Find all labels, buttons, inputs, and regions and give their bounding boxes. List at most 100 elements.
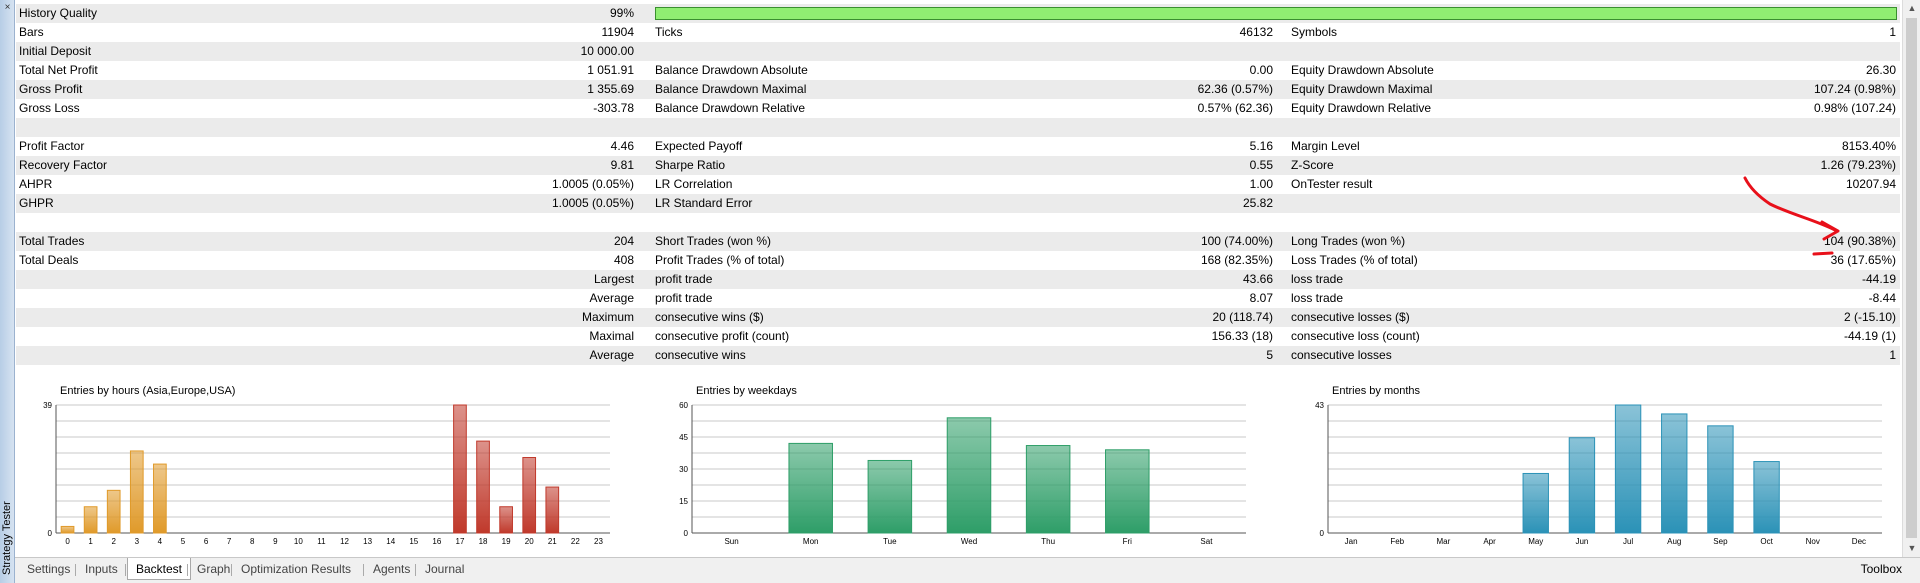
report-cell-c6: 8153.40% (1841, 139, 1896, 153)
x-tick-label: 13 (363, 537, 372, 546)
report-row: Gross Profit 1 355.69 Balance Drawdown Max… (16, 80, 1900, 99)
report-cell-c5: Equity Drawdown Absolute (1291, 63, 1434, 77)
report-cell-c2: 204 (613, 234, 634, 248)
report-cell-c3: Ticks (655, 25, 683, 39)
x-tick-label: Mon (803, 537, 819, 546)
report-cell-c3: Profit Trades (% of total) (655, 253, 785, 267)
report-cell-c5: consecutive loss (count) (1291, 329, 1420, 343)
report-cell-c4: 5 (1266, 348, 1273, 362)
bar-wed (946, 417, 992, 534)
x-tick-label: Thu (1041, 537, 1055, 546)
y-tick-label: 0 (48, 529, 53, 538)
bar-19 (499, 506, 513, 534)
report-cell-c1: Bars (19, 25, 44, 39)
scroll-up-icon[interactable]: ▲ (1907, 3, 1917, 13)
report-row: Profit Factor 4.46 Expected Payoff 5.16 Marg… (16, 137, 1900, 156)
report-cell-c3 (655, 213, 1095, 232)
report-cell-c2 (456, 118, 634, 137)
x-tick-label: 9 (273, 537, 278, 546)
bar-jul (1614, 404, 1642, 534)
backtest-report: History Quality 99% Bars 11904 Ticks 46132 Sym… (16, 4, 1900, 384)
strategy-tester-label: Strategy Tester (1, 501, 13, 575)
report-cell-c6: 107.24 (0.98%) (1813, 82, 1896, 96)
tab-separator (415, 564, 416, 576)
tab-settings[interactable]: Settings (27, 562, 71, 576)
report-cell-c6: 0.98% (107.24) (1813, 101, 1896, 115)
report-cell-c3: profit trade (655, 291, 713, 305)
bar-jun (1568, 437, 1596, 534)
report-cell-c3: Balance Drawdown Relative (655, 101, 806, 115)
report-cell-c6: 2 (-15.10) (1843, 310, 1896, 324)
report-row: GHPR 1.0005 (0.05%) LR Standard Error 25.82 (16, 194, 1900, 213)
x-tick-label: 8 (250, 537, 255, 546)
report-cell-c1 (19, 213, 459, 232)
report-cell-c3: LR Correlation (655, 177, 733, 191)
tab-separator (231, 564, 232, 576)
report-cell-c5: Equity Drawdown Maximal (1291, 82, 1433, 96)
tab-inputs[interactable]: Inputs (85, 562, 118, 576)
x-tick-label: 4 (158, 537, 163, 546)
x-tick-label: Sep (1713, 537, 1728, 546)
bar-18 (476, 440, 490, 534)
y-tick-label: 43 (1315, 401, 1324, 410)
bar-2 (106, 489, 121, 534)
report-row: Maximum consecutive wins ($) 20 (118.74) co… (16, 308, 1900, 327)
report-cell-c4: 43.66 (1242, 272, 1273, 286)
x-tick-label: Tue (883, 537, 897, 546)
report-cell-c6: -8.44 (1868, 291, 1896, 305)
x-tick-label: Sat (1200, 537, 1213, 546)
x-tick-label: Wed (961, 537, 977, 546)
y-tick-label: 39 (43, 401, 52, 410)
report-cell-c3: consecutive wins ($) (655, 310, 764, 324)
report-cell-c2: 1.0005 (0.05%) (551, 196, 634, 210)
report-cell-c4: 20 (118.74) (1212, 310, 1274, 324)
tab-optimization-results[interactable]: Optimization Results (241, 562, 352, 576)
bar-3 (129, 450, 144, 534)
bar-1 (83, 506, 98, 534)
tab-agents[interactable]: Agents (373, 562, 411, 576)
strategy-tester-side-strip: × Strategy Tester (0, 0, 15, 583)
report-row: Gross Loss -303.78 Balance Drawdown Relati… (16, 99, 1900, 118)
report-cell-c1 (19, 118, 459, 137)
x-tick-label: 16 (432, 537, 441, 546)
bar-tue (867, 459, 913, 534)
bar-mon (788, 442, 833, 534)
x-tick-label: Oct (1760, 537, 1773, 546)
report-cell-c3 (655, 365, 1095, 384)
x-tick-label: 6 (204, 537, 209, 546)
report-cell-c1: Gross Loss (19, 101, 80, 115)
vertical-scrollbar[interactable]: ▲ ▼ (1902, 0, 1920, 557)
tab-separator (125, 564, 126, 576)
toolbox-label[interactable]: Toolbox (1860, 562, 1902, 576)
report-cell-c6: 10207.94 (1845, 177, 1896, 191)
report-cell-c2: 99% (609, 6, 634, 20)
x-tick-label: 17 (456, 537, 465, 546)
tab-separator (75, 564, 76, 576)
report-cell-c6 (1646, 213, 1896, 232)
y-tick-label: 30 (679, 465, 688, 474)
report-cell-c6 (1646, 118, 1896, 137)
tab-graph[interactable]: Graph (197, 562, 231, 576)
x-tick-label: Nov (1806, 537, 1820, 546)
tab-separator (187, 564, 188, 576)
report-cell-c3: LR Standard Error (655, 196, 753, 210)
report-cell-c6 (1646, 365, 1896, 384)
report-cell-c1: Total Trades (19, 234, 85, 248)
scroll-down-icon[interactable]: ▼ (1907, 543, 1917, 553)
report-row: Maximal consecutive profit (count) 156.33 … (16, 327, 1900, 346)
scroll-thumb[interactable] (1906, 18, 1917, 538)
close-icon[interactable]: × (4, 2, 11, 13)
x-tick-label: 14 (386, 537, 395, 546)
x-tick-label: 7 (227, 537, 232, 546)
y-tick-label: 15 (679, 497, 688, 506)
report-row: Initial Deposit 10 000.00 (16, 42, 1900, 61)
tab-journal[interactable]: Journal (425, 562, 465, 576)
x-tick-label: 20 (525, 537, 534, 546)
report-row (16, 213, 1900, 232)
x-tick-label: 15 (409, 537, 418, 546)
report-cell-c6 (1646, 42, 1896, 61)
report-cell-c1: History Quality (19, 6, 98, 20)
tab-backtest[interactable]: Backtest (127, 558, 192, 580)
